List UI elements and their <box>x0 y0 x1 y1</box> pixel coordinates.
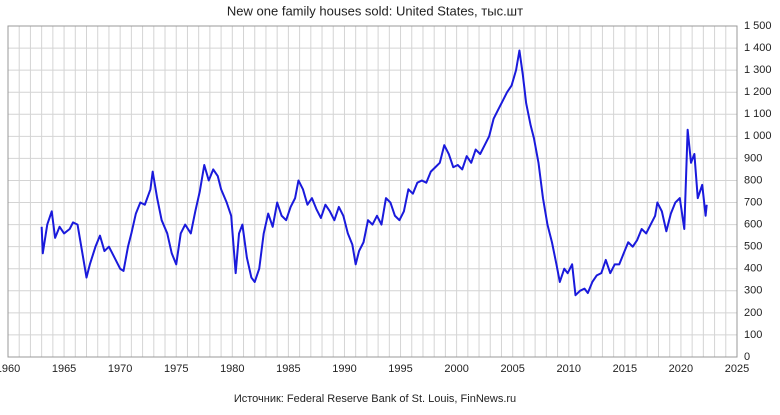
y-tick-label: 1 400 <box>744 42 772 54</box>
x-tick-label: 2025 <box>725 363 749 375</box>
y-tick-label: 300 <box>744 285 762 297</box>
y-tick-label: 100 <box>744 329 762 341</box>
x-tick-label: 1970 <box>108 363 132 375</box>
y-tick-label: 600 <box>744 219 762 231</box>
x-tick-label: 1990 <box>332 363 356 375</box>
x-tick-label: 1985 <box>276 363 300 375</box>
x-tick-label: 1980 <box>220 363 244 375</box>
x-tick-label: 2000 <box>444 363 468 375</box>
x-tick-label: 2005 <box>500 363 524 375</box>
y-tick-label: 0 <box>744 351 750 363</box>
y-tick-label: 200 <box>744 307 762 319</box>
x-tick-label: 2015 <box>613 363 637 375</box>
y-tick-label: 800 <box>744 174 762 186</box>
plot-frame <box>7 25 738 358</box>
x-tick-label: 1965 <box>52 363 76 375</box>
x-tick-label: 1995 <box>388 363 412 375</box>
y-tick-label: 900 <box>744 152 762 164</box>
y-tick-label: 1 100 <box>744 108 772 120</box>
y-tick-label: 1 500 <box>744 20 772 32</box>
y-tick-label: 1 000 <box>744 130 772 142</box>
y-tick-label: 1 300 <box>744 64 772 76</box>
y-tick-label: 1 200 <box>744 86 772 98</box>
y-tick-label: 500 <box>744 241 762 253</box>
x-tick-label: 1975 <box>164 363 188 375</box>
data-line <box>40 49 708 297</box>
x-tick-label: 2020 <box>669 363 693 375</box>
y-tick-label: 400 <box>744 263 762 275</box>
x-tick-label: 2010 <box>557 363 581 375</box>
source: Источник: Federal Reserve Bank of St. Lo… <box>234 393 516 405</box>
y-tick-label: 700 <box>744 196 762 208</box>
x-tick-label: 1960 <box>0 363 20 375</box>
chart-title: New one family houses sold: United State… <box>227 3 523 18</box>
